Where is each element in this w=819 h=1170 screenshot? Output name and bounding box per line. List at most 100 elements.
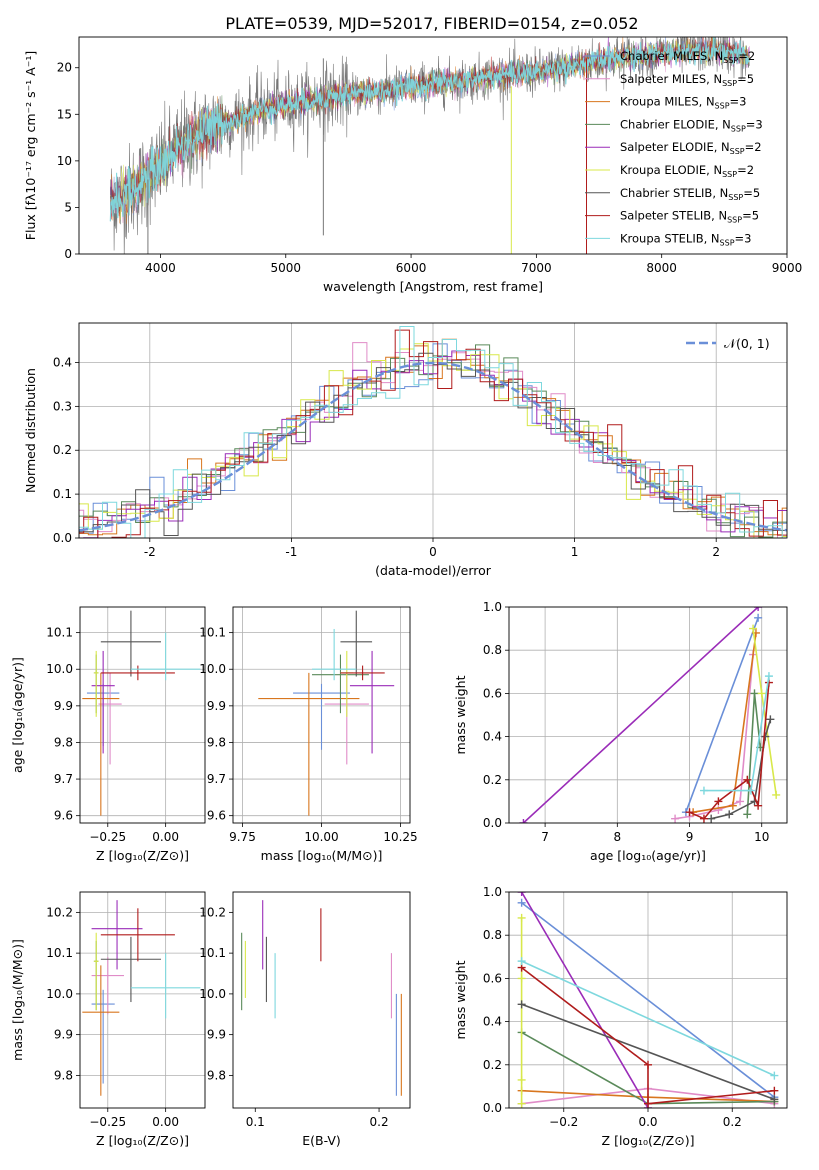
mass-weight-vs-metallicity-panel: −0.2 0.0 0.2 0.0 0.2 0.4 0.6 0.8 1.0 Z [log₁₀(Z/Z… xyxy=(453,885,788,1148)
legend-label: Kroupa ELODIE, NSSP=2 xyxy=(620,163,754,179)
y-tick-label: 0.4 xyxy=(483,730,502,744)
x-tick-label: 2 xyxy=(712,545,720,559)
y-tick-label: 0.2 xyxy=(483,773,502,787)
weight-marker xyxy=(671,814,680,823)
x-tick-label: 9 xyxy=(686,830,694,844)
legend-label: Salpeter ELODIE, NSSP=2 xyxy=(620,140,762,156)
weight-marker xyxy=(725,810,734,819)
y-axis-label: age [log₁₀(age/yr)] xyxy=(10,657,25,773)
legend-label: Salpeter STELIB, NSSP=5 xyxy=(620,209,759,225)
y-tick-label: 0.3 xyxy=(53,399,72,413)
axes-frame xyxy=(508,606,788,824)
x-tick-label: -1 xyxy=(285,545,297,559)
weight-marker xyxy=(764,672,773,681)
x-tick-label: 4000 xyxy=(145,261,176,275)
weight-marker xyxy=(754,613,763,622)
error-bars xyxy=(82,900,201,1096)
legend-label-main: Kroupa STELIB, N xyxy=(620,231,720,245)
x-axis-label: Z [log₁₀(Z/Z⊙)] xyxy=(96,1133,189,1148)
weight-marker xyxy=(743,775,752,784)
weight-marker xyxy=(685,808,694,817)
x-tick-label: 0.2 xyxy=(370,1115,389,1129)
x-axis-label: Z [log₁₀(Z/Z⊙)] xyxy=(96,848,189,863)
legend-label-tail: =5 xyxy=(742,209,759,223)
weight-marker xyxy=(772,790,781,799)
weight-marker xyxy=(770,1071,779,1080)
legend-label: Chabrier MILES, NSSP=2 xyxy=(620,49,755,65)
y-tick-label: 10.1 xyxy=(199,946,226,960)
weight-marker xyxy=(770,1095,779,1104)
weight-marker xyxy=(519,819,528,823)
gaussian-curve xyxy=(79,361,787,532)
weight-marker xyxy=(517,1099,526,1108)
y-tick-label: 10.0 xyxy=(199,987,226,1001)
y-tick-label: 15 xyxy=(57,107,72,121)
x-tick-label: 5000 xyxy=(270,261,301,275)
legend-label-main: Salpeter ELODIE, N xyxy=(620,140,730,154)
axes-frame xyxy=(232,891,411,1109)
weight-marker xyxy=(728,801,737,810)
weight-line xyxy=(522,607,759,823)
age-vs-mass-panel: 9.75 10.00 10.25 9.6 9.7 9.8 9.9 10.0 10.1 mass [… xyxy=(199,606,418,863)
weight-marker xyxy=(644,1060,652,1069)
x-tick-label: 8 xyxy=(613,830,621,844)
error-bars xyxy=(82,610,201,816)
x-tick-label: −0.25 xyxy=(89,1115,126,1129)
legend-label-main: Chabrier ELODIE, N xyxy=(620,117,731,131)
weight-line xyxy=(521,1003,775,1101)
y-tick-label: 0.4 xyxy=(483,1015,502,1029)
spectrum-panel: 4000 5000 6000 7000 8000 9000 0 5 10 15 20 waveleng… xyxy=(23,36,803,294)
weight-marker xyxy=(766,715,775,724)
figure-title: PLATE=0539, MJD=52017, FIBERID=0154, z=0… xyxy=(225,14,638,33)
y-tick-label: 10.1 xyxy=(46,626,73,640)
legend-label: Chabrier STELIB, NSSP=5 xyxy=(620,186,760,202)
weight-marker xyxy=(699,786,708,795)
y-tick-label: 10.1 xyxy=(199,626,226,640)
y-tick-label: 0.0 xyxy=(483,816,502,830)
y-tick-label: 0.6 xyxy=(483,686,502,700)
y-tick-label: 0 xyxy=(64,247,72,261)
x-axis-label: Z [log₁₀(Z/Z⊙)] xyxy=(602,1133,695,1148)
y-axis-label: mass weight xyxy=(453,675,468,754)
y-axis-label: Flux [fλ10⁻¹⁷ erg cm⁻² s⁻¹ A⁻¹] xyxy=(23,51,38,240)
weight-line xyxy=(521,902,775,1098)
axes-frame xyxy=(508,891,788,1109)
legend-label-sub: SSP xyxy=(722,79,737,88)
weight-marker xyxy=(743,810,752,819)
weight-marker xyxy=(517,1000,526,1009)
legend-label-sub: SSP xyxy=(728,193,743,202)
y-tick-label: 20 xyxy=(57,61,72,75)
weight-line xyxy=(520,892,649,1108)
weight-marker xyxy=(699,814,708,823)
histograms xyxy=(79,326,787,538)
x-tick-label: −0.2 xyxy=(549,1115,578,1129)
y-tick-label: 0.0 xyxy=(483,1101,502,1115)
weight-marker xyxy=(754,801,763,810)
weight-series xyxy=(517,892,779,1108)
legend-label-main: Chabrier STELIB, N xyxy=(620,186,728,200)
spectrum-legend: Chabrier MILES, NSSP=2 Salpeter MILES, NS… xyxy=(585,49,763,247)
x-tick-label: 7000 xyxy=(521,261,552,275)
x-tick-label: 10 xyxy=(754,830,769,844)
weight-series xyxy=(519,607,781,823)
legend-label-sub: SSP xyxy=(730,147,745,156)
legend-label: Salpeter MILES, NSSP=5 xyxy=(620,72,754,88)
y-tick-label: 9.7 xyxy=(54,772,73,786)
x-tick-label: 0.0 xyxy=(638,1115,657,1129)
x-tick-label: 0.1 xyxy=(246,1115,265,1129)
y-tick-label: 10.2 xyxy=(199,905,226,919)
y-tick-label: 10.0 xyxy=(46,987,73,1001)
y-tick-label: 0.2 xyxy=(483,1058,502,1072)
y-tick-label: 9.8 xyxy=(54,1068,73,1082)
y-tick-label: 9.9 xyxy=(54,1028,73,1042)
y-tick-label: 0.8 xyxy=(483,643,502,657)
mass-vs-metallicity-panel: −0.25 0.00 9.8 9.9 10.0 10.1 10.2 Z [log₁₀(Z/Z⊙… xyxy=(10,891,206,1148)
legend-label-main: Kroupa ELODIE, N xyxy=(620,163,722,177)
mass-vs-extinction-panel: 0.1 0.2 9.8 9.9 10.0 10.1 10.2 E(B-V) xyxy=(199,891,411,1148)
model-spectrum-kroupa_stelib xyxy=(109,37,750,222)
weight-marker xyxy=(517,974,526,983)
legend-label-sub: SSP xyxy=(723,56,738,65)
x-tick-label: 9000 xyxy=(772,261,803,275)
y-tick-label: 9.8 xyxy=(54,735,73,749)
y-tick-label: 9.9 xyxy=(207,699,226,713)
